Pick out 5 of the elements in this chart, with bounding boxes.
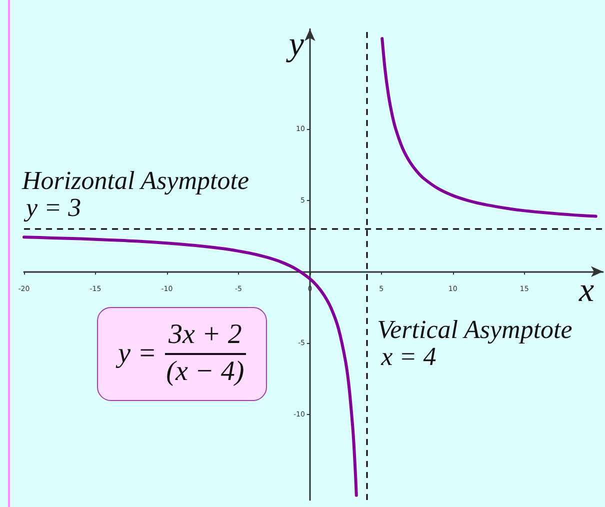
ref-line-label: Vertical Asymptote x = 4 <box>377 314 572 371</box>
x-axis-title: x <box>579 272 594 309</box>
y-axis-title: y <box>288 26 304 63</box>
ref-line-label: Horizontal Asymptote y = 3 <box>22 166 250 222</box>
line-series <box>380 37 598 218</box>
